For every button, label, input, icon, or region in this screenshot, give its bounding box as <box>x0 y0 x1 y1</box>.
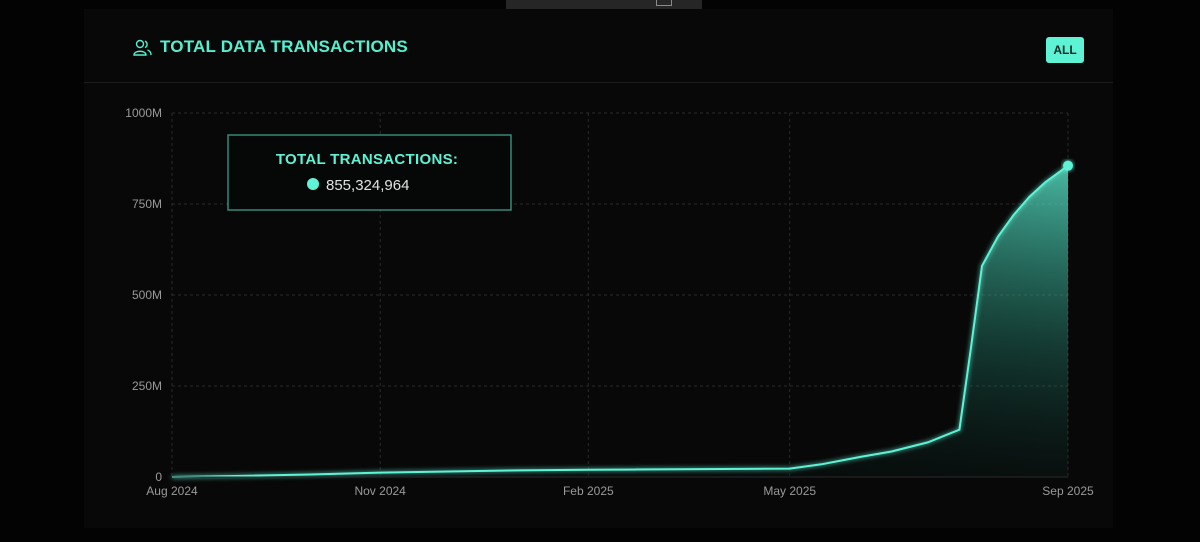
users-icon <box>133 39 152 56</box>
x-tick-label: Aug 2024 <box>146 484 198 498</box>
x-tick-label: May 2025 <box>763 484 816 498</box>
tooltip-label: TOTAL TRANSACTIONS: <box>276 151 458 168</box>
last-point-marker <box>1063 160 1073 171</box>
x-tick-label: Nov 2024 <box>354 484 406 498</box>
area-fill <box>172 165 1068 477</box>
axes: 0 250M 500M 750M 1000M Aug 2024 Nov 2024 Feb 20… <box>125 106 1094 498</box>
window-control-icon[interactable] <box>656 0 672 6</box>
x-tick-label: Feb 2025 <box>563 484 614 498</box>
all-filter-button[interactable]: ALL <box>1046 37 1084 63</box>
area-layer <box>171 160 1073 478</box>
area-fade <box>172 165 1068 477</box>
panel-header: TOTAL DATA TRANSACTIONS ALL <box>84 9 1113 83</box>
y-tick-label: 250M <box>132 379 162 393</box>
y-tick-label: 750M <box>132 197 162 211</box>
tooltip-value: 855,324,964 <box>326 177 409 194</box>
series-line <box>171 164 1069 478</box>
y-tick-label: 0 <box>155 470 162 484</box>
tooltip-marker <box>307 178 319 190</box>
y-tick-label: 500M <box>132 288 162 302</box>
y-tick-label: 1000M <box>125 106 162 120</box>
top-window-tab <box>506 0 702 9</box>
panel-title: TOTAL DATA TRANSACTIONS <box>160 37 408 56</box>
x-tick-label: Sep 2025 <box>1042 484 1094 498</box>
tooltip: TOTAL TRANSACTIONS: 855,324,964 <box>227 134 512 211</box>
tooltip-box <box>227 134 512 211</box>
